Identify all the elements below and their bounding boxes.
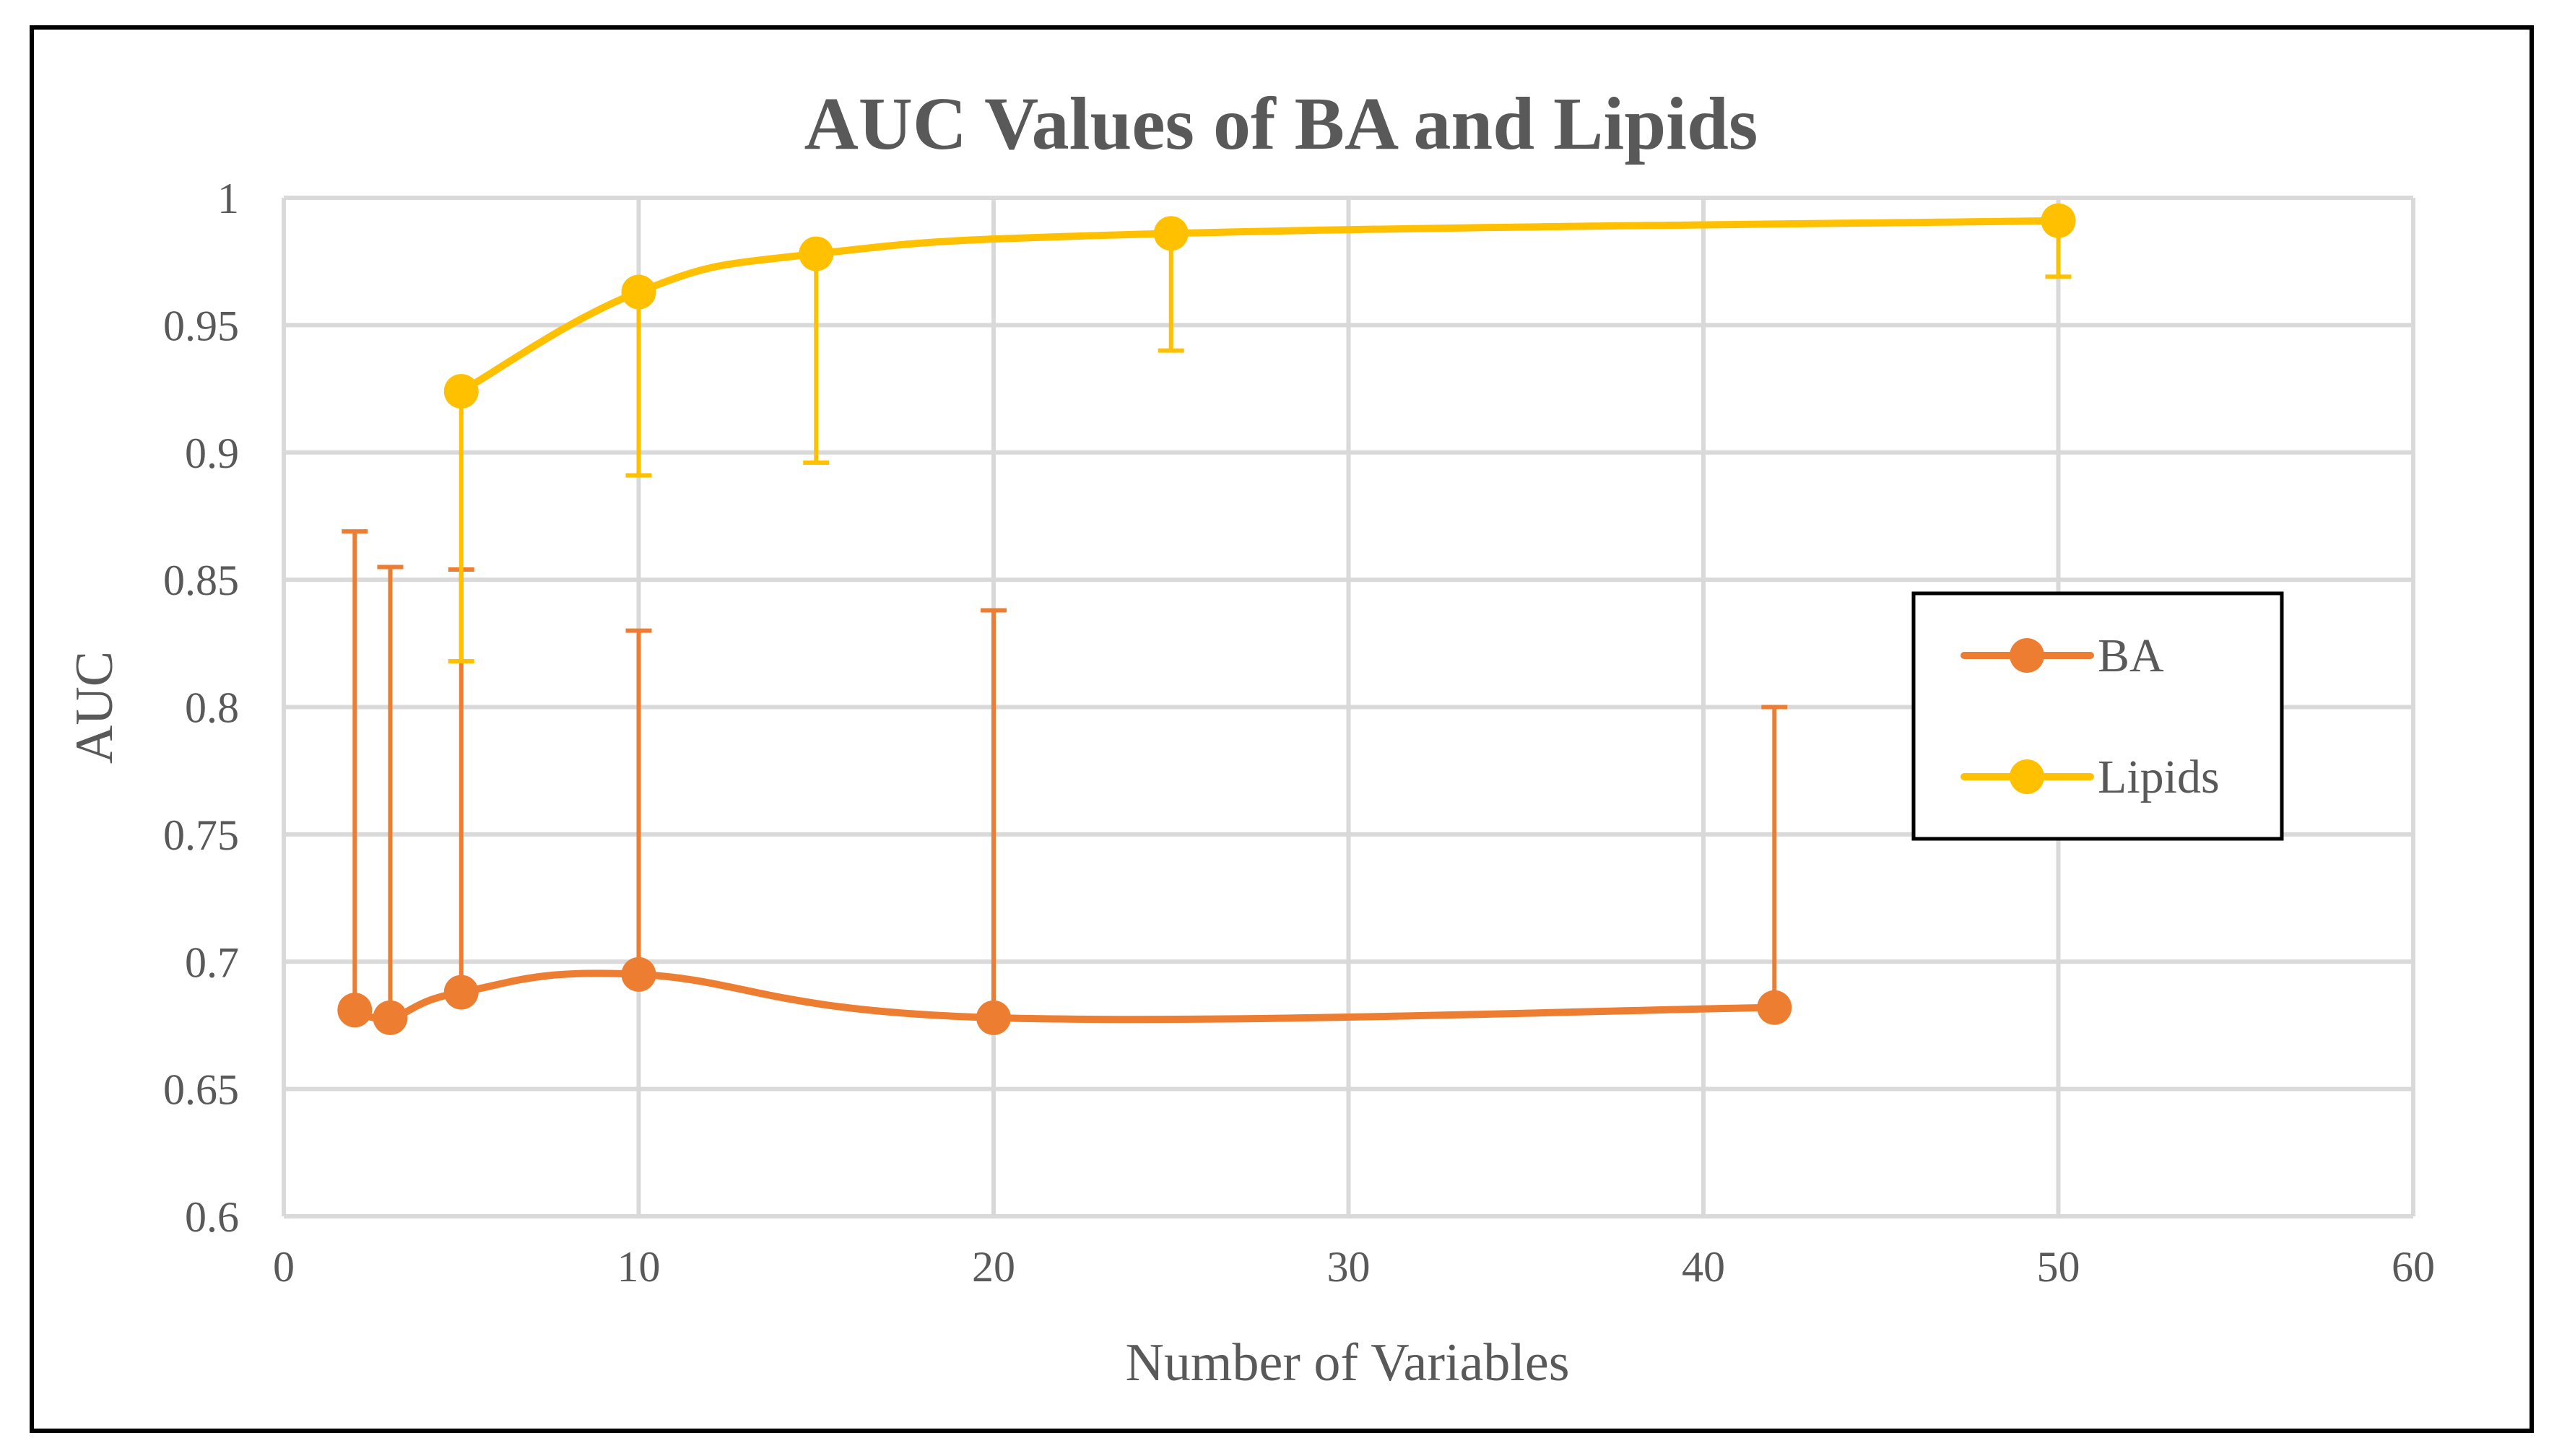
x-tick-label: 40 xyxy=(1682,1243,1725,1291)
y-tick-label: 0.65 xyxy=(163,1066,239,1114)
legend: BA Lipids xyxy=(1911,591,2284,841)
series-line-lipids xyxy=(457,217,2062,396)
data-point-lipids xyxy=(2041,203,2076,238)
error-bars xyxy=(342,220,2072,1018)
y-tick-label: 0.9 xyxy=(185,430,239,477)
series-lines xyxy=(351,217,2062,1024)
data-point-ba xyxy=(1757,990,1792,1025)
data-point-ba xyxy=(443,975,479,1010)
legend-marker-lipids xyxy=(2010,759,2044,794)
y-tick-label: 0.8 xyxy=(185,684,239,732)
y-axis-title: AUC xyxy=(65,651,124,764)
axes xyxy=(282,198,2413,1219)
x-tick-label: 60 xyxy=(2392,1243,2435,1291)
legend-label-ba: BA xyxy=(2098,629,2164,682)
series-line-ba xyxy=(351,969,1779,1024)
data-point-lipids xyxy=(1153,216,1189,251)
y-tick-label: 0.6 xyxy=(185,1193,239,1241)
x-tick-label: 0 xyxy=(273,1243,295,1291)
data-point-ba xyxy=(621,956,656,992)
data-point-lipids xyxy=(443,374,479,409)
legend-label-lipids: Lipids xyxy=(2098,751,2220,803)
y-tick-label: 0.85 xyxy=(163,557,239,604)
y-tick-label: 0.95 xyxy=(163,302,239,349)
series-points xyxy=(337,203,2076,1035)
data-point-ba xyxy=(373,1000,408,1035)
y-tick-label: 0.7 xyxy=(185,938,239,986)
data-point-ba xyxy=(337,993,373,1028)
x-axis-title: Number of Variables xyxy=(1125,1333,1569,1392)
legend-marker-ba xyxy=(2010,638,2044,673)
x-tick-label: 50 xyxy=(2037,1243,2080,1291)
x-tick-label: 30 xyxy=(1327,1243,1371,1291)
y-tick-label: 0.75 xyxy=(163,811,239,859)
data-point-lipids xyxy=(621,274,656,310)
x-tick-label: 20 xyxy=(972,1243,1015,1291)
y-tick-label: 1 xyxy=(217,175,239,222)
data-point-lipids xyxy=(799,236,834,271)
legend-box xyxy=(1911,591,2284,841)
x-tick-label: 10 xyxy=(617,1243,661,1291)
data-point-ba xyxy=(976,1000,1011,1035)
chart-title: AUC Values of BA and Lipids xyxy=(804,82,1758,165)
